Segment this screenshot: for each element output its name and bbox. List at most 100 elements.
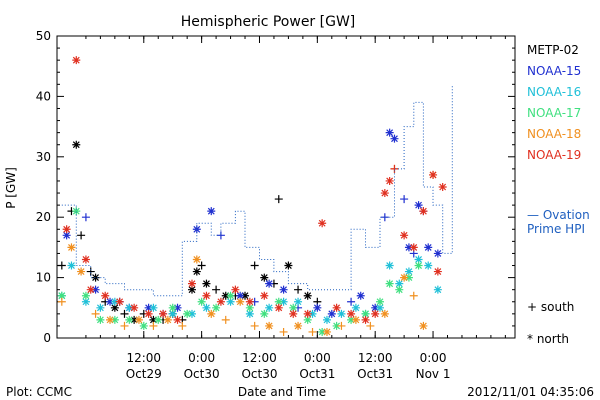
north-point [385, 261, 394, 270]
north-point [245, 309, 254, 318]
north-point [260, 309, 269, 318]
north-point [438, 183, 447, 191]
north-point [260, 273, 269, 282]
north-point [202, 279, 211, 288]
legend-noaa-15: NOAA-15 [527, 64, 581, 78]
north-point [279, 285, 288, 294]
north-point [303, 291, 312, 300]
y-tick-label: 20 [36, 210, 51, 224]
north-point [57, 291, 66, 300]
north-point [265, 321, 274, 330]
north-point [404, 267, 413, 276]
south-point [409, 291, 418, 300]
south-point [86, 267, 95, 276]
south-point [279, 327, 288, 336]
south-point [57, 261, 66, 270]
north-point [433, 249, 442, 258]
north-point [395, 285, 404, 294]
north-point [163, 315, 172, 324]
north-point [115, 297, 124, 306]
north-point [376, 303, 385, 312]
north-point [400, 273, 409, 282]
north-point [318, 219, 327, 228]
north-point [260, 291, 269, 300]
north-point [226, 291, 235, 300]
north-point [168, 309, 177, 318]
x-tick-date-label: Oct30 [184, 367, 220, 381]
north-point [265, 303, 274, 312]
north-point [226, 297, 235, 306]
x-axis: 12:00 Oct29 0:00 Oct30 12:00 Oct30 0:00 Oct31 12… [85, 36, 506, 381]
north-point [327, 309, 336, 318]
north-point [347, 315, 356, 324]
north-point [168, 303, 177, 312]
north-point [91, 273, 100, 282]
north-point [187, 309, 196, 318]
north-point [101, 291, 110, 300]
legend-ovation-line2: Prime HPI [527, 222, 585, 236]
north-point [62, 231, 71, 240]
north-point [351, 303, 360, 312]
north-point [245, 297, 254, 306]
north-point [433, 267, 442, 276]
south-point [366, 321, 375, 330]
north-point [110, 297, 119, 306]
north-point [433, 285, 442, 294]
north-point [183, 309, 192, 318]
north-point [419, 321, 428, 330]
south-point [120, 321, 129, 330]
x-tick-date-label: Oct29 [126, 367, 162, 381]
legend-noaa-16: NOAA-16 [527, 85, 581, 99]
north-point [202, 291, 211, 300]
north-point [81, 297, 90, 306]
north-point [414, 255, 423, 264]
north-point [279, 297, 288, 306]
north-point [149, 315, 158, 324]
north-point [67, 261, 76, 270]
north-point [289, 303, 298, 312]
north-point [72, 207, 81, 216]
south-point [400, 195, 409, 204]
north-point [72, 140, 81, 149]
north-point [173, 315, 182, 324]
x-axis-label: Date and Time [238, 385, 326, 399]
north-point [202, 303, 211, 312]
north-point [231, 285, 240, 294]
north-point [332, 303, 341, 312]
north-point [81, 291, 90, 300]
north-point [400, 231, 409, 240]
north-point [404, 273, 413, 282]
y-tick-label: 50 [36, 29, 51, 43]
north-point [241, 291, 250, 300]
north-point [236, 291, 245, 300]
north-point [130, 315, 139, 324]
legend-north-marker: * north [527, 332, 569, 346]
north-point [419, 207, 428, 216]
north-point [385, 279, 394, 288]
north-point [81, 255, 90, 264]
x-tick-date-label: Oct31 [299, 367, 335, 381]
south-point [149, 321, 158, 330]
north-point [216, 297, 225, 306]
south-point [178, 321, 187, 330]
legend-noaa-19: NOAA-19 [527, 148, 581, 162]
north-point [380, 189, 389, 198]
north-point [212, 303, 221, 312]
north-point [318, 327, 327, 336]
north-point [221, 291, 230, 300]
footer-timestamp: 2012/11/01 04:35:06 [467, 385, 594, 399]
south-point [216, 231, 225, 240]
x-tick-date-label: Oct30 [241, 367, 277, 381]
north-point [390, 134, 399, 143]
x-tick-date-label: Nov 1 [416, 367, 451, 381]
north-point [125, 303, 134, 312]
north-point [173, 303, 182, 312]
plot-area [56, 35, 516, 339]
north-point [337, 309, 346, 318]
north-point [274, 303, 283, 312]
data-marks [57, 56, 453, 336]
y-tick-label: 30 [36, 150, 51, 164]
legend-metp-02: METP-02 [527, 43, 579, 57]
south-point [221, 315, 230, 324]
x-tick-time-label: 0:00 [188, 351, 215, 365]
